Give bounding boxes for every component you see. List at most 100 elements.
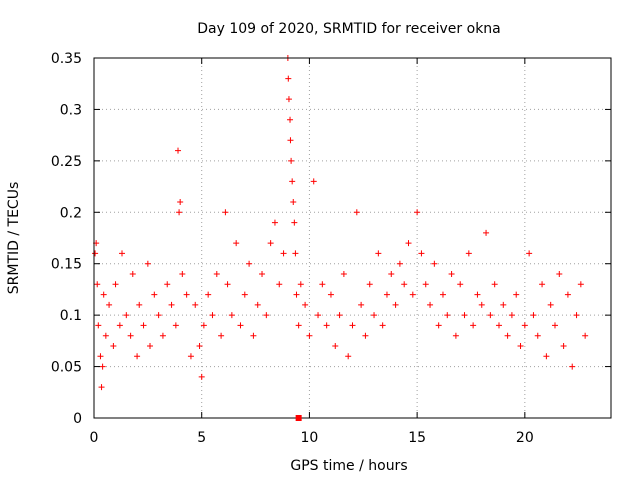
data-point: [102, 332, 109, 339]
y-axis-label: SRMTID / TECUs: [6, 182, 22, 295]
data-point: [431, 260, 438, 267]
data-point: [526, 250, 533, 257]
data-point: [383, 291, 390, 298]
data-point: [504, 332, 511, 339]
data-point: [349, 322, 356, 329]
data-point: [375, 250, 382, 257]
data-point: [222, 209, 229, 216]
data-point: [147, 343, 154, 349]
data-point: [110, 343, 117, 349]
x-tick-label: 5: [197, 430, 206, 446]
data-point: [140, 322, 147, 329]
data-point: [144, 260, 151, 267]
data-point: [448, 271, 455, 277]
chart-title: Day 109 of 2020, SRMTID for receiver okn…: [197, 21, 501, 37]
data-point: [209, 312, 216, 319]
x-tick-label: 10: [301, 430, 319, 446]
data-point: [388, 271, 395, 277]
data-point: [478, 301, 485, 308]
square-marker: [295, 415, 302, 421]
data-point: [228, 312, 235, 319]
data-point: [213, 271, 220, 277]
data-point: [543, 353, 550, 360]
data-point: [396, 260, 403, 267]
data-point: [392, 301, 399, 308]
data-point: [179, 271, 186, 277]
data-point: [290, 199, 297, 205]
data-point: [285, 75, 292, 82]
data-point: [569, 363, 576, 370]
data-point: [315, 312, 322, 319]
data-point: [508, 312, 515, 319]
x-axis-label: GPS time / hours: [290, 458, 407, 474]
data-point: [401, 281, 408, 288]
data-point: [323, 322, 330, 329]
data-point: [172, 322, 179, 329]
data-point: [155, 312, 162, 319]
data-point: [358, 301, 365, 308]
data-point: [530, 312, 537, 319]
y-tick-label: 0.35: [51, 51, 82, 67]
data-point: [119, 250, 126, 257]
annotations: [295, 415, 302, 421]
data-point: [332, 343, 339, 349]
data-point: [461, 312, 468, 319]
data-point: [92, 250, 99, 257]
y-tick-label: 0.05: [51, 360, 82, 376]
data-point: [271, 219, 278, 226]
data-point: [435, 322, 442, 329]
data-point: [379, 322, 386, 329]
data-points: [92, 55, 589, 391]
x-tick-label: 20: [516, 430, 534, 446]
data-point: [292, 250, 299, 257]
data-point: [136, 301, 143, 308]
data-point: [414, 209, 421, 216]
grid-lines: [94, 58, 611, 418]
data-point: [539, 281, 546, 288]
y-tick-label: 0.3: [60, 102, 82, 118]
data-point: [491, 281, 498, 288]
data-point: [205, 291, 212, 298]
data-point: [319, 281, 326, 288]
data-point: [94, 281, 101, 288]
data-point: [297, 281, 304, 288]
data-point: [452, 332, 459, 339]
data-point: [302, 301, 309, 308]
y-tick-label: 0.1: [60, 308, 82, 324]
data-point: [439, 291, 446, 298]
data-point: [560, 343, 567, 349]
x-tick-label: 0: [90, 430, 99, 446]
data-point: [183, 291, 190, 298]
data-point: [263, 312, 270, 319]
data-point: [295, 322, 302, 329]
plot-frame: [93, 57, 612, 419]
data-point: [123, 312, 130, 319]
data-point: [336, 312, 343, 319]
data-point: [254, 301, 261, 308]
data-point: [495, 322, 502, 329]
data-point: [287, 137, 294, 144]
data-point: [187, 353, 194, 360]
data-point: [362, 332, 369, 339]
data-point: [196, 343, 203, 349]
data-point: [151, 291, 158, 298]
data-point: [465, 250, 472, 257]
data-point: [233, 240, 240, 247]
x-tick-labels: 0 5 10 15 20: [90, 430, 534, 446]
data-point: [291, 219, 298, 226]
data-point: [116, 322, 123, 329]
axis-ticks: [93, 57, 611, 419]
data-point: [280, 250, 287, 257]
data-point: [457, 281, 464, 288]
data-point: [534, 332, 541, 339]
data-point: [250, 332, 257, 339]
data-point: [444, 312, 451, 319]
data-point: [127, 332, 134, 339]
data-point: [99, 363, 106, 370]
data-point: [192, 301, 199, 308]
data-point: [327, 291, 334, 298]
data-point: [340, 271, 347, 277]
data-point: [366, 281, 373, 288]
y-tick-label: 0.15: [51, 257, 82, 273]
